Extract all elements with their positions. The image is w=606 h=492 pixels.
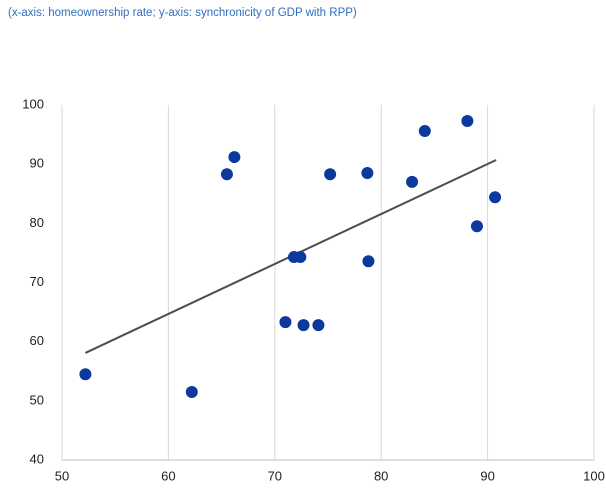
- y-tick-label: 80: [30, 215, 44, 230]
- point: [470, 220, 483, 233]
- point: [79, 368, 92, 381]
- y-tick-label: 100: [22, 96, 44, 111]
- y-tick-label: 50: [30, 392, 44, 407]
- point: [418, 125, 431, 138]
- point: [361, 167, 374, 180]
- y-tick-label: 90: [30, 156, 44, 171]
- x-tick-label: 100: [583, 468, 605, 483]
- point: [228, 151, 241, 164]
- chart-subtitle: (x-axis: homeownership rate; y-axis: syn…: [8, 7, 357, 19]
- point: [489, 191, 502, 204]
- point: [185, 385, 198, 398]
- point: [362, 255, 375, 268]
- point: [294, 251, 307, 264]
- y-tick-label: 60: [30, 333, 44, 348]
- x-tick-label: 90: [480, 468, 494, 483]
- point: [406, 175, 419, 188]
- point: [279, 316, 292, 329]
- y-tick-label: 70: [30, 274, 44, 289]
- point: [297, 319, 310, 332]
- point: [324, 168, 337, 181]
- point: [312, 319, 325, 332]
- point: [220, 168, 233, 181]
- point: [461, 114, 474, 127]
- x-tick-label: 60: [161, 468, 175, 483]
- y-tick-label: 40: [30, 451, 44, 466]
- x-tick-label: 50: [55, 468, 69, 483]
- x-tick-label: 80: [374, 468, 388, 483]
- x-tick-label: 70: [268, 468, 282, 483]
